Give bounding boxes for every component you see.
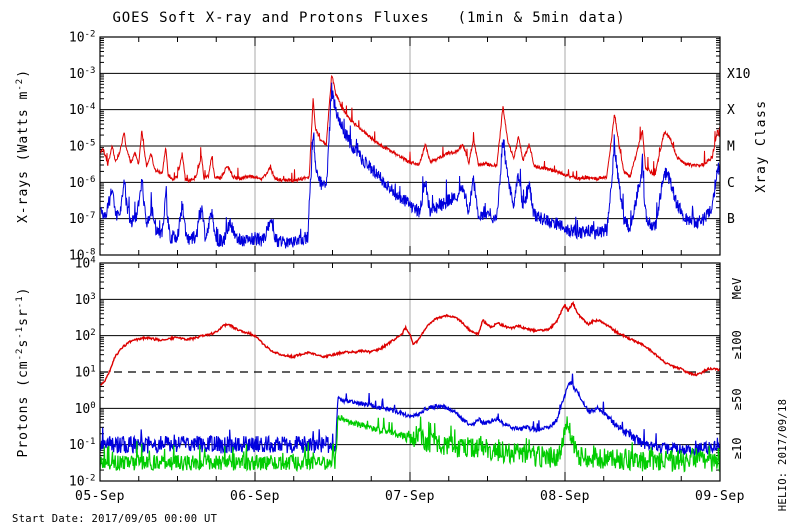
- y-tick-label: 103: [75, 292, 96, 308]
- series-xray-short-05-4A: [100, 82, 720, 249]
- y-tick-label: 10-2: [69, 30, 96, 46]
- series-protons-ge10MeV: [100, 300, 720, 386]
- y-tick-label: 102: [75, 328, 96, 344]
- proton-energy-label: ≥50: [730, 388, 744, 410]
- x-tick-label: 06-Sep: [230, 489, 280, 504]
- series-protons-ge100MeV: [100, 414, 720, 473]
- xray-class-label: M: [727, 140, 735, 155]
- y-tick-label: 10-6: [69, 175, 96, 191]
- xray-class-label: X: [727, 103, 735, 118]
- start-date-label: Start Date: 2017/09/05 00:00 UT: [12, 513, 218, 525]
- x-tick-label: 09-Sep: [695, 489, 745, 504]
- y-tick-label: 10-5: [69, 139, 96, 155]
- xray-class-label: X10: [727, 67, 750, 82]
- y-tick-label: 10-1: [69, 437, 96, 453]
- xray-class-label: C: [727, 176, 735, 191]
- y-tick-label: 101: [75, 365, 96, 381]
- chart-title: GOES Soft X-ray and Protons Fluxes (1min…: [112, 10, 625, 26]
- y-tick-label: 10-3: [69, 66, 96, 82]
- xray-class-label: B: [727, 212, 735, 227]
- series-xray-long-1-8A: [100, 74, 720, 184]
- x-tick-label: 08-Sep: [540, 489, 590, 504]
- xray-axis-title: X-rays (Watts m-2): [15, 69, 31, 223]
- y-tick-label: 10-4: [69, 102, 96, 118]
- prot-axis-title: Protons (cm-2s-1sr-1): [15, 287, 31, 458]
- x-tick-label: 07-Sep: [385, 489, 435, 504]
- y-tick-label: 10-7: [69, 211, 96, 227]
- credit-label: HELIO: 2017/09/18: [777, 399, 789, 512]
- y-tick-label: 10-2: [69, 474, 96, 490]
- proton-energy-label: ≥100: [730, 330, 744, 359]
- x-tick-label: 05-Sep: [75, 489, 125, 504]
- right-axis-title: Xray Class: [754, 99, 769, 192]
- y-tick-label: 10-8: [69, 248, 96, 264]
- y-tick-label: 100: [75, 401, 96, 417]
- series-protons-ge50MeV: [100, 373, 720, 457]
- proton-energy-label: MeV: [730, 278, 744, 300]
- y-tick-label: 104: [75, 256, 96, 272]
- chart-body: 10-2 10-3 10-4 10-5 10-6 10-7 10-8 X-rays (Watt…: [15, 30, 769, 505]
- proton-energy-label: ≥10: [730, 437, 744, 459]
